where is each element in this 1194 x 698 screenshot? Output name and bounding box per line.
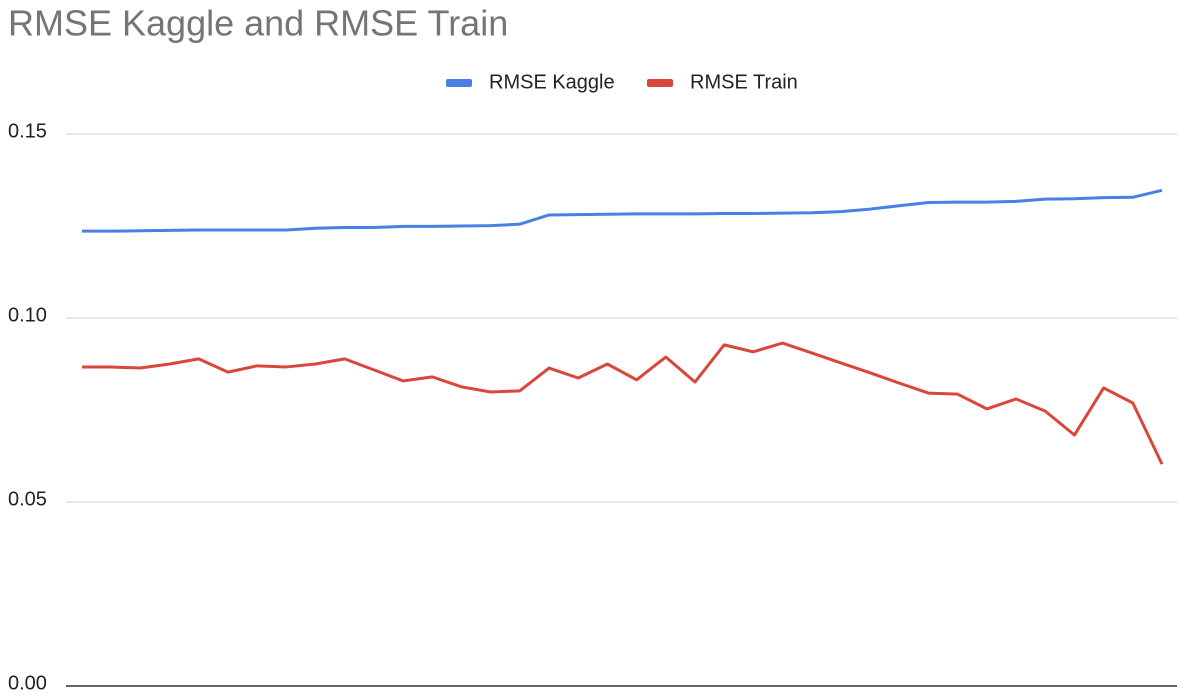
y-tick-label: 0.00	[8, 672, 47, 694]
legend-swatch	[446, 79, 472, 87]
y-tick-label: 0.05	[8, 488, 47, 510]
legend-label: RMSE Kaggle	[489, 71, 615, 93]
legend-swatch	[647, 79, 673, 87]
series-line	[82, 341, 1164, 465]
y-tick-label: 0.15	[8, 120, 47, 142]
series-line	[82, 188, 1163, 233]
y-tick-label: 0.10	[8, 304, 47, 326]
legend-label: RMSE Train	[690, 71, 798, 93]
chart-title: RMSE Kaggle and RMSE Train	[8, 3, 508, 44]
